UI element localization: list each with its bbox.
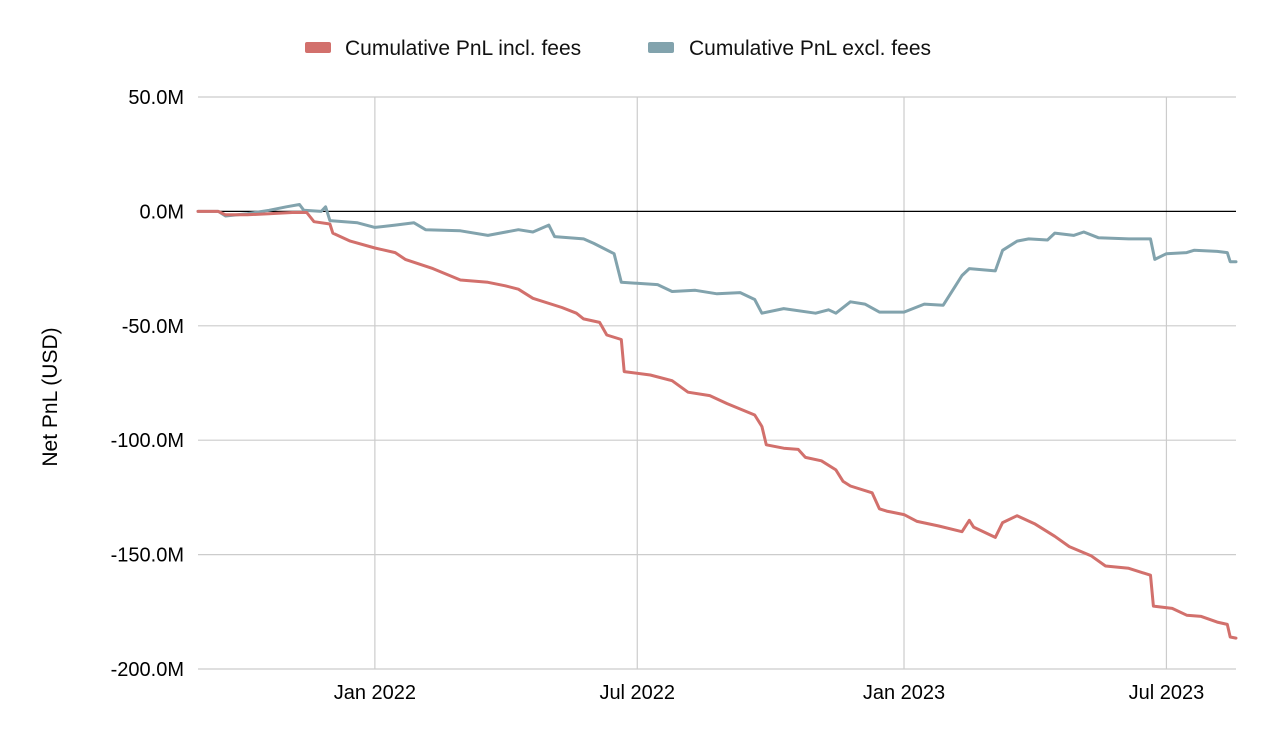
series-layer [196, 203, 1238, 640]
legend-label-excl-fees: Cumulative PnL excl. fees [689, 37, 931, 60]
legend-item-incl-fees[interactable]: Cumulative PnL incl. fees [305, 37, 581, 60]
x-tick-label: Jul 2023 [1129, 682, 1205, 704]
x-tick-label: Jan 2022 [334, 682, 416, 704]
y-tick-label: -150.0M [111, 545, 184, 567]
x-axis-ticks: Jan 2022 Jul 2022 Jan 2023 Jul 2023 [334, 682, 1205, 704]
legend: Cumulative PnL incl. fees Cumulative PnL… [305, 37, 931, 60]
legend-swatch-excl-fees [648, 42, 674, 53]
legend-label-incl-fees: Cumulative PnL incl. fees [345, 37, 581, 60]
x-tick-label: Jul 2022 [599, 682, 675, 704]
y-tick-label: -200.0M [111, 659, 184, 681]
series-line-excl-fees [196, 203, 1238, 315]
y-axis-title: Net PnL (USD) [39, 327, 62, 466]
legend-swatch-incl-fees [305, 42, 331, 53]
y-tick-label: 0.0M [140, 201, 184, 223]
grid [198, 96, 1236, 670]
legend-item-excl-fees[interactable]: Cumulative PnL excl. fees [648, 37, 931, 60]
y-tick-label: 50.0M [128, 87, 184, 109]
x-tick-label: Jan 2023 [863, 682, 945, 704]
y-axis-ticks: 50.0M 0.0M -50.0M -100.0M -150.0M -200.0M [111, 87, 184, 681]
y-tick-label: -100.0M [111, 430, 184, 452]
y-tick-label: -50.0M [122, 316, 184, 338]
series-line-incl-fees [196, 209, 1238, 640]
